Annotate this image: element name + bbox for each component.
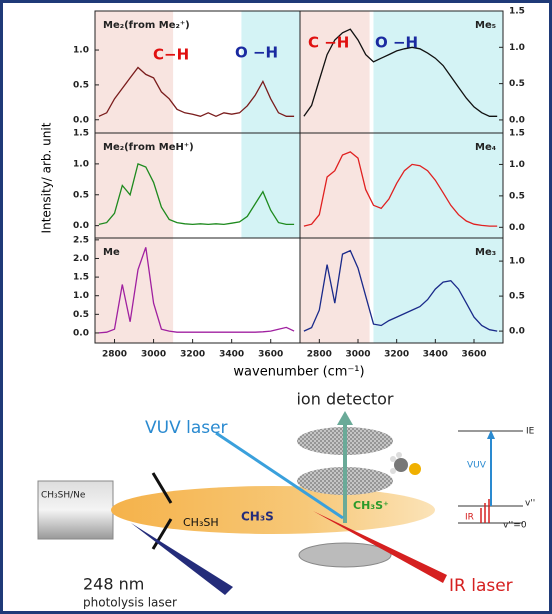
molecule-icon: [390, 452, 421, 475]
chart: Intensity/ arb. unit wavenumber (cm⁻¹) 0…: [37, 7, 535, 610]
y-tick-label: 2.5: [73, 235, 89, 245]
ie-label: IE: [526, 427, 535, 437]
spectrum-line: [303, 249, 498, 332]
x-tick-label: 3000: [345, 350, 370, 360]
y-tick-label: 0.5: [73, 190, 89, 200]
y-tick-label: 1.5: [509, 129, 525, 139]
y-tick-label: 0.0: [509, 223, 525, 233]
y-tick-label: 0.0: [509, 327, 525, 337]
diagram: ion detector VUV laser CH₃SH/Ne CH₃SH CH…: [37, 390, 535, 610]
panel-title: Me₃: [475, 247, 496, 258]
ground-level-label: v''=0: [503, 521, 527, 531]
y-tick-label: 0.0: [73, 115, 89, 125]
panel-title: Me₅: [475, 20, 496, 31]
y-tick-label: 2.0: [73, 254, 89, 264]
nozzle-label: CH₃SH/Ne: [41, 491, 86, 501]
skimmer: [151, 472, 173, 550]
ion-label: CH₃S⁺: [353, 499, 389, 512]
x-tick-label: 2800: [102, 350, 127, 360]
vuv-arrow: [487, 430, 495, 439]
excited-level-label: v'': [525, 499, 535, 509]
photolysis-label: photolysis laser: [83, 596, 177, 610]
y-tick-label: 0.5: [73, 80, 89, 90]
y-tick-label: 1.5: [509, 7, 525, 17]
molecular-beam: [111, 486, 435, 534]
band-annotation: C−H: [153, 46, 189, 64]
ir-beam: [313, 511, 447, 583]
parent-label: CH₃SH: [183, 516, 219, 529]
spectrum-line: [98, 163, 295, 226]
x-tick-label: 3400: [423, 350, 448, 360]
panel-title: Me₂(from MeH⁺): [103, 142, 194, 153]
x-tick-label: 3000: [141, 350, 166, 360]
spectrum-line: [98, 66, 295, 118]
y-tick-label: 0.0: [73, 221, 89, 231]
spectrum-line: [303, 151, 498, 227]
plot-frame: [299, 237, 504, 344]
y-tick-label: 1.5: [73, 273, 89, 283]
y-tick-label: 1.0: [509, 257, 525, 267]
y-tick-label: 0.5: [509, 79, 525, 89]
y-tick-label: 1.5: [73, 129, 89, 139]
nozzle: [37, 480, 114, 540]
band-annotation: O −H: [375, 34, 418, 52]
y-tick-label: 0.5: [73, 310, 89, 320]
x-tick-label: 3600: [258, 350, 283, 360]
detector-label: ion detector: [296, 390, 393, 409]
spectrum-line: [303, 28, 498, 117]
band-annotation: C −H: [308, 34, 349, 52]
y-tick-label: 0.0: [73, 328, 89, 338]
region-band: [241, 11, 300, 133]
y-tick-label: 0.5: [509, 191, 525, 201]
repeller-plate: [298, 542, 392, 568]
x-tick-label: 2800: [307, 350, 332, 360]
y-tick-label: 1.0: [73, 46, 89, 56]
panel-title: Me: [103, 247, 120, 258]
radical-label: CH₃S: [241, 510, 274, 524]
region-band: [241, 133, 300, 238]
x-axis-label: wavenumber (cm⁻¹): [233, 365, 364, 380]
vuv-arrow-label: VUV: [467, 461, 487, 471]
spectrum-line: [98, 247, 295, 334]
panel-title: Me₄: [475, 142, 496, 153]
x-tick-label: 3600: [461, 350, 486, 360]
y-tick-label: 1.0: [509, 160, 525, 170]
wavelength-label: 248 nm: [83, 575, 144, 594]
region-band: [300, 238, 370, 343]
panel-title: Me₂(from Me₂⁺): [103, 20, 190, 31]
y-tick-label: 0.5: [509, 292, 525, 302]
region-band: [300, 133, 370, 238]
band-annotation: O −H: [235, 44, 278, 62]
ir-label: IR laser: [449, 576, 513, 596]
x-tick-label: 3200: [180, 350, 205, 360]
vuv-label: VUV laser: [145, 418, 228, 438]
y-tick-label: 1.0: [73, 291, 89, 301]
y-tick-label: 0.0: [509, 115, 525, 125]
vuv-beam: [215, 431, 344, 520]
ir-arrow-label: IR: [465, 513, 474, 523]
x-tick-label: 3200: [384, 350, 409, 360]
y-tick-label: 1.0: [73, 159, 89, 169]
region-band: [300, 11, 370, 133]
x-tick-label: 3400: [219, 350, 244, 360]
photolysis-beam: [131, 523, 233, 595]
ir-transition: [480, 499, 490, 523]
y-tick-label: 1.0: [509, 43, 525, 53]
ion-arrow: [337, 411, 353, 425]
y-axis-label: Intensity/ arb. unit: [40, 122, 54, 233]
